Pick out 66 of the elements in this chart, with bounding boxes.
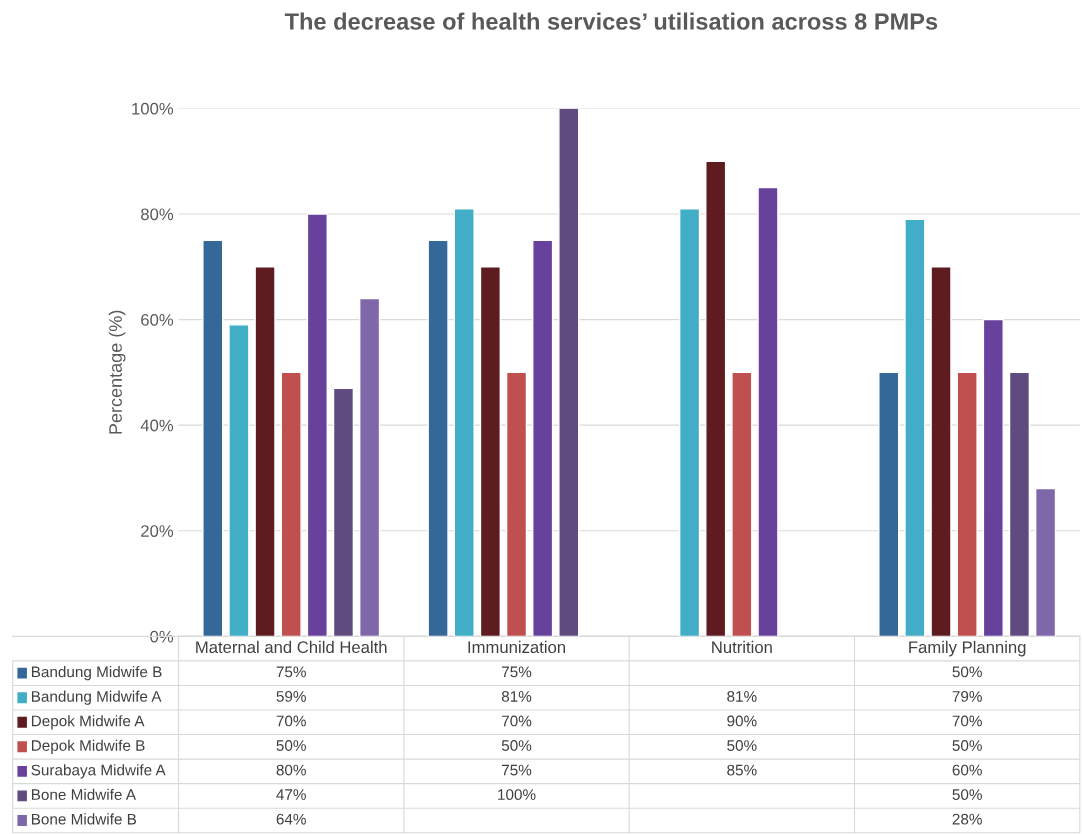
data-label: 50% [952, 666, 982, 678]
bar [427, 239, 449, 637]
data-label: 60% [952, 764, 982, 776]
data-label: 81% [727, 691, 757, 702]
data-label: 70% [502, 715, 532, 727]
legend-label: Bandung Midwife B [31, 666, 162, 681]
data-label: 80% [276, 764, 306, 776]
data-label: 70% [952, 715, 982, 727]
data-label: 75% [502, 764, 532, 776]
bar [678, 208, 701, 637]
bar [956, 371, 978, 637]
x-tick-label: Family Planning [909, 640, 1026, 657]
bar [280, 371, 302, 637]
data-label: 50% [501, 740, 532, 751]
x-tick-label: Immunization [468, 640, 565, 654]
bar [558, 108, 580, 637]
bar [202, 239, 224, 637]
x-tick-label: Nutrition [712, 640, 772, 654]
data-label: 75% [276, 666, 306, 678]
data-label: 50% [952, 789, 982, 801]
bar [705, 160, 727, 637]
data-label: 90% [727, 715, 757, 727]
data-label: 100% [498, 789, 536, 801]
y-tick-label: 100% [132, 102, 174, 115]
data-label: 79% [952, 691, 982, 702]
data-label: 50% [276, 740, 306, 751]
data-label: 28% [952, 813, 982, 825]
data-label: 47% [276, 789, 306, 800]
y-tick-label: 20% [141, 525, 174, 537]
bar [479, 266, 501, 637]
bar [453, 208, 475, 637]
bar [254, 266, 276, 637]
bar [332, 387, 355, 637]
legend-label: Depok Midwife A [31, 715, 145, 730]
data-label: 85% [727, 764, 757, 776]
data-label: 59% [276, 691, 306, 702]
bar [930, 266, 952, 637]
legend-label: Depok Midwife B [31, 739, 145, 754]
bar [982, 318, 1004, 637]
bar [228, 324, 250, 637]
chart-title: The decrease of health services’ utilisation across 8 PMPs [284, 12, 938, 30]
bar [1008, 371, 1031, 637]
y-tick-label: 40% [140, 419, 174, 432]
bar [757, 186, 779, 637]
data-label: 81% [501, 691, 532, 702]
data-label: 50% [952, 740, 982, 751]
x-tick-label: Maternal and Child Health [196, 640, 387, 654]
legend-label: Bone Midwife B [31, 813, 137, 825]
bar [904, 218, 926, 637]
bar [878, 371, 900, 637]
y-tick-label: 80% [141, 208, 174, 221]
data-label: 64% [276, 813, 306, 825]
bar [505, 371, 528, 637]
legend-label: Bone Midwife A [31, 788, 136, 801]
data-label: 75% [502, 666, 532, 678]
y-tick-label: 60% [141, 313, 174, 326]
data-label: 50% [727, 740, 757, 751]
y-axis-title: Percentage (%) [108, 310, 126, 434]
legend-label: Bandung Midwife A [31, 690, 162, 705]
legend-label: Surabaya Midwife A [31, 764, 166, 779]
bar [358, 297, 381, 637]
data-label: 70% [276, 715, 306, 727]
bar [1034, 487, 1057, 637]
bar [731, 371, 753, 637]
bar [532, 239, 554, 637]
bar [306, 213, 328, 637]
